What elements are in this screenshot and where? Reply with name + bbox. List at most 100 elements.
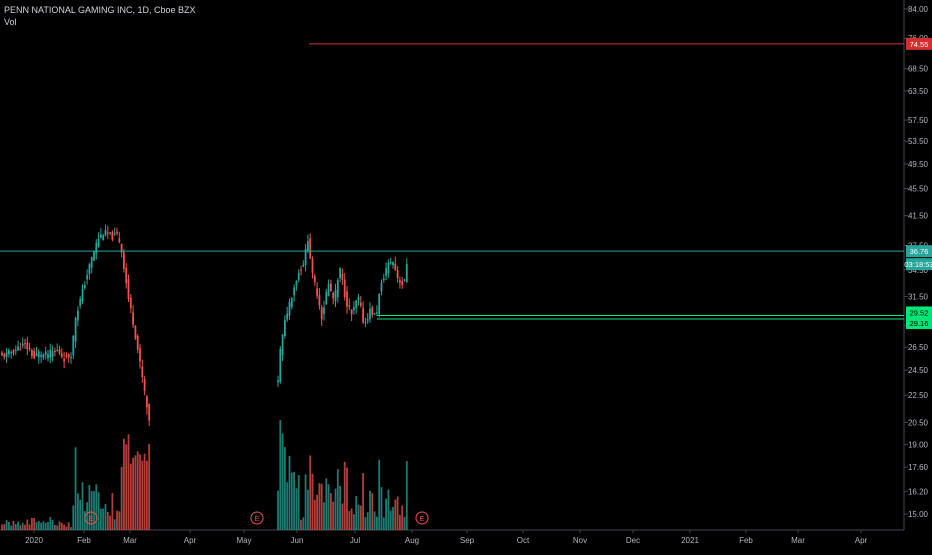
candle-body-96 — [348, 305, 351, 307]
candle-body-98 — [353, 307, 355, 311]
candle-body-111 — [382, 278, 385, 281]
volume-bar-14 — [33, 518, 36, 530]
earnings-marker-0 — [84, 511, 98, 525]
candle-body-68 — [284, 319, 286, 337]
y-tick-label-0: 84.00 — [908, 5, 929, 14]
volume-bar-116 — [394, 499, 397, 530]
volume-bar-113 — [387, 489, 390, 530]
candle-body-44 — [102, 235, 105, 240]
candle-body-70 — [288, 301, 291, 316]
candle-body-58 — [134, 325, 137, 339]
y-tick-label-5: 53.50 — [908, 137, 929, 146]
y-tick-label-11: 31.50 — [908, 292, 929, 301]
volume-bar-44 — [102, 508, 105, 530]
candle-body-86 — [325, 291, 328, 305]
candle-body-23 — [54, 350, 56, 352]
candle-body-38 — [88, 264, 91, 275]
candle-body-53 — [123, 252, 125, 269]
candle-body-119 — [401, 281, 404, 286]
candle-body-12 — [28, 348, 31, 350]
candle-body-33 — [77, 310, 79, 321]
candle-body-2 — [5, 352, 8, 357]
volume-bar-91 — [336, 469, 339, 530]
candle-body-42 — [97, 239, 100, 247]
volume-bar-70 — [288, 455, 291, 530]
candle-body-79 — [309, 238, 312, 259]
volume-bar-36 — [83, 511, 86, 530]
volume-bar-102 — [362, 473, 364, 530]
volume-bar-101 — [359, 505, 362, 530]
candle-body-64 — [148, 403, 151, 421]
volume-bar-99 — [355, 495, 358, 530]
candle-body-37 — [86, 275, 88, 280]
volume-bar-9 — [21, 522, 24, 530]
volume-bar-47 — [109, 515, 111, 530]
candle-body-78 — [307, 241, 309, 251]
candle-body-36 — [83, 284, 86, 289]
candle-body-52 — [120, 244, 123, 253]
candle-body-48 — [111, 231, 114, 240]
candle-body-104 — [366, 318, 369, 321]
volume-bar-94 — [343, 461, 346, 530]
candle-body-32 — [74, 317, 77, 342]
volume-bar-37 — [86, 502, 88, 530]
candle-body-85 — [323, 307, 325, 314]
volume-bar-66 — [279, 420, 282, 530]
x-tick-label-6: Jul — [350, 536, 360, 545]
candle-body-19 — [44, 351, 47, 355]
candle-body-92 — [339, 268, 341, 279]
volume-bar-57 — [132, 457, 134, 530]
candle-body-103 — [364, 321, 367, 323]
volume-bar-72 — [293, 471, 295, 530]
candle-body-60 — [139, 348, 141, 362]
volume-bar-17 — [40, 522, 42, 530]
volume-bar-46 — [106, 512, 109, 530]
volume-bar-78 — [307, 489, 309, 530]
candle-body-3 — [8, 350, 10, 355]
chart-header: PENN NATIONAL GAMING INC, 1D, Cboe BZX V… — [4, 4, 196, 28]
candle-body-88 — [330, 283, 332, 291]
volume-bar-120 — [403, 516, 406, 530]
y-tick-label-20: 15.00 — [908, 510, 929, 519]
volume-bar-117 — [396, 496, 399, 530]
volume-bar-21 — [49, 516, 52, 530]
candle-body-20 — [47, 354, 49, 359]
volume-bar-8 — [19, 525, 22, 530]
candle-body-75 — [300, 269, 302, 271]
volume-bar-31 — [72, 505, 75, 530]
candle-body-71 — [290, 297, 293, 308]
candle-body-1 — [3, 354, 6, 358]
candle-body-89 — [332, 292, 335, 299]
y-tick-label-17: 19.00 — [908, 441, 929, 450]
candle-body-43 — [100, 234, 102, 238]
volume-bar-49 — [113, 519, 116, 530]
volume-bar-1 — [3, 524, 6, 530]
candle-body-72 — [293, 287, 295, 295]
price-label-bg-2 — [906, 258, 932, 271]
candle-body-87 — [327, 283, 330, 296]
earnings-marker-label-2: E — [420, 516, 425, 523]
volume-bar-110 — [380, 487, 383, 530]
y-tick-label-13: 26.50 — [908, 343, 929, 352]
candle-body-80 — [311, 258, 314, 273]
volume-bar-62 — [143, 453, 146, 530]
volume-bar-69 — [286, 482, 289, 530]
candle-body-97 — [350, 309, 353, 315]
volume-bar-67 — [281, 433, 284, 530]
candle-body-101 — [359, 302, 362, 307]
volume-bar-5 — [12, 520, 15, 530]
y-tick-label-19: 16.20 — [908, 487, 929, 496]
candle-body-7 — [17, 346, 19, 351]
candle-body-10 — [24, 343, 26, 345]
x-tick-label-9: Oct — [517, 536, 530, 545]
candle-body-47 — [109, 232, 111, 234]
volume-bar-103 — [364, 517, 367, 530]
candle-body-94 — [343, 279, 346, 298]
volume-bar-93 — [341, 503, 344, 530]
volume-bar-118 — [399, 514, 401, 530]
candle-body-113 — [387, 262, 390, 274]
volume-bar-16 — [37, 520, 40, 530]
